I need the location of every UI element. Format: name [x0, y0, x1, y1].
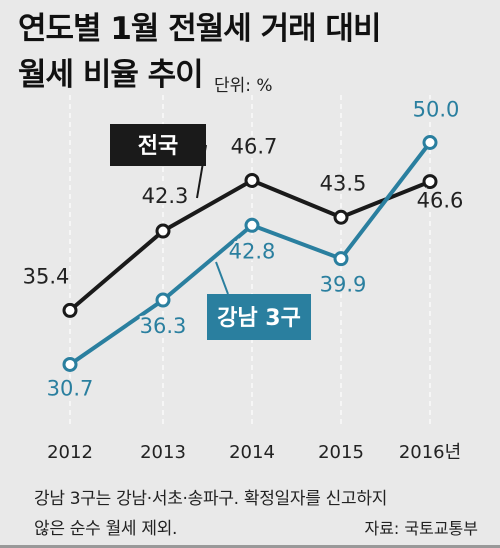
legend-label-0: 전국 — [138, 134, 178, 159]
chart-title-line-2: 월세 비율 추이 — [18, 57, 204, 93]
bottom-divider — [0, 545, 500, 548]
data-label-0-4: 46.6 — [417, 189, 464, 213]
data-label-0-0: 35.4 — [23, 264, 70, 288]
legend-leader-1 — [215, 261, 229, 295]
legend-box-0 — [110, 124, 206, 166]
series-0-point-4 — [422, 174, 438, 190]
legend-label-1: 강남 3구 — [217, 306, 301, 331]
data-label-1-1: 36.3 — [140, 314, 187, 338]
unit-label: 단위: % — [214, 76, 273, 96]
series-1-point-4 — [422, 135, 438, 150]
x-tick-label-2: 2014 — [229, 442, 275, 463]
series-0-point-0 — [62, 302, 78, 318]
data-label-0-3: 43.5 — [320, 171, 367, 195]
data-label-0-2: 46.7 — [231, 134, 278, 158]
series-1-point-1 — [155, 292, 171, 308]
legend-box-1 — [207, 294, 311, 340]
footnote-line-2: 않은 순수 월세 제외. — [34, 519, 178, 539]
x-tick-label-4: 2016년 — [399, 442, 461, 463]
source-label: 자료: 국토교통부 — [364, 519, 478, 538]
x-tick-label-1: 2013 — [140, 442, 186, 463]
series-0-point-2 — [244, 172, 260, 188]
data-label-1-2: 42.8 — [229, 239, 276, 263]
series-1-point-2 — [244, 217, 260, 233]
x-tick-label-3: 2015 — [318, 442, 364, 463]
footnote-line-1: 강남 3구는 강남·서초·송파구. 확정일자를 신고하지 — [34, 489, 388, 509]
data-label-1-0: 30.7 — [47, 376, 94, 400]
series-0-point-3 — [333, 209, 349, 225]
x-tick-label-0: 2012 — [47, 442, 93, 463]
series-0-point-1 — [155, 223, 171, 239]
data-label-1-4: 50.0 — [413, 98, 460, 122]
series-1-point-3 — [333, 251, 349, 267]
chart-title-line-1: 연도별 1월 전월세 거래 대비 — [18, 11, 381, 47]
series-1-point-0 — [62, 356, 78, 372]
data-label-1-3: 39.9 — [320, 273, 367, 297]
data-label-0-1: 42.3 — [142, 184, 189, 208]
